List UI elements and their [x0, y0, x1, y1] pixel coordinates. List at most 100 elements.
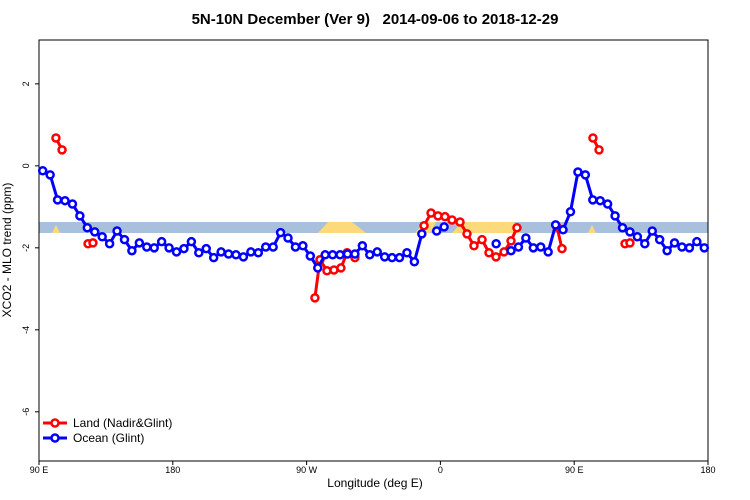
- data-point: [602, 199, 613, 209]
- x-tick-label: 90 E: [30, 465, 49, 475]
- land-patch: [588, 225, 596, 233]
- y-tick-label: -6: [21, 408, 31, 416]
- legend-box: [41, 415, 191, 453]
- data-point: [275, 227, 286, 238]
- data-point: [142, 242, 152, 252]
- y-tick-label: -4: [21, 326, 31, 334]
- legend-label: Ocean (Glint): [73, 431, 144, 445]
- data-point: [320, 250, 330, 260]
- data-point: [647, 226, 657, 236]
- data-point: [60, 195, 70, 206]
- data-point: [521, 233, 531, 243]
- x-axis-label: Longitude (deg E): [327, 476, 422, 490]
- data-point: [543, 247, 553, 257]
- data-point: [179, 243, 189, 254]
- data-point: [417, 229, 427, 239]
- land-patch: [52, 225, 60, 233]
- chart-title: 5N-10N December (Ver 9) 2014-09-06 to 20…: [192, 11, 559, 28]
- data-point: [365, 250, 375, 260]
- data-point: [305, 251, 316, 261]
- x-tick-label: 90 W: [296, 465, 318, 475]
- data-point: [119, 234, 130, 245]
- data-point: [431, 226, 442, 236]
- data-point: [506, 236, 516, 246]
- data-point: [684, 243, 695, 253]
- data-point: [557, 243, 567, 254]
- legend-marker: [50, 433, 60, 443]
- data-point: [662, 245, 672, 256]
- land-patch: [318, 222, 366, 233]
- y-tick-label: 2: [21, 81, 31, 86]
- data-point: [669, 238, 680, 248]
- data-point: [484, 248, 494, 258]
- data-point: [594, 145, 604, 155]
- land-band: [52, 222, 596, 233]
- data-point: [253, 248, 264, 258]
- data-point: [342, 249, 353, 259]
- data-point: [208, 252, 219, 263]
- data-point: [52, 195, 63, 205]
- data-point: [654, 234, 665, 245]
- data-point: [462, 229, 472, 239]
- data-point: [67, 199, 78, 209]
- data-point: [313, 263, 323, 273]
- data-point: [327, 250, 338, 260]
- data-point: [88, 238, 98, 248]
- data-point: [201, 243, 211, 254]
- data-point: [440, 211, 450, 222]
- data-point: [573, 167, 583, 177]
- data-point: [439, 222, 449, 232]
- data-point: [82, 222, 93, 233]
- data-point: [37, 166, 48, 176]
- data-point: [455, 217, 465, 227]
- data-point: [298, 241, 308, 251]
- series-line: [54, 137, 631, 299]
- data-point: [231, 250, 241, 260]
- y-tick-label: 0: [21, 163, 31, 168]
- data-point: [357, 241, 368, 251]
- data-point: [447, 215, 457, 225]
- data-point: [394, 252, 405, 263]
- data-point: [625, 238, 635, 248]
- data-point: [171, 247, 182, 257]
- x-tick-label: 180: [700, 465, 715, 475]
- data-point: [223, 249, 234, 259]
- data-point: [134, 238, 145, 248]
- data-point: [588, 133, 598, 143]
- data-point: [610, 211, 620, 221]
- data-point: [216, 247, 226, 257]
- data-point: [112, 226, 122, 236]
- data-point: [677, 242, 687, 252]
- data-point: [469, 241, 479, 251]
- data-point: [246, 247, 256, 257]
- reference-band: [39, 222, 708, 233]
- data-point: [409, 257, 420, 267]
- data-point: [335, 250, 345, 260]
- data-point: [402, 248, 412, 258]
- data-point: [491, 238, 501, 249]
- data-point: [350, 249, 360, 259]
- data-point: [310, 293, 320, 303]
- data-point: [194, 248, 204, 258]
- data-point: [692, 236, 702, 247]
- data-point: [336, 263, 346, 273]
- data-point: [238, 252, 249, 262]
- x-tick-label: 180: [165, 465, 180, 475]
- data-point: [536, 242, 546, 252]
- x-tick-label: 0: [438, 465, 443, 475]
- x-tick-label: 90 E: [565, 465, 584, 475]
- data-point: [57, 145, 67, 155]
- data-point: [164, 243, 174, 253]
- data-point: [558, 225, 568, 235]
- data-point: [75, 211, 85, 221]
- data-point: [506, 245, 516, 256]
- data-point: [699, 243, 710, 253]
- data-point: [528, 243, 539, 253]
- data-point: [491, 252, 501, 262]
- data-point: [513, 242, 524, 252]
- data-point: [580, 170, 591, 180]
- data-point: [127, 245, 137, 256]
- data-point: [156, 236, 167, 247]
- data-point: [512, 222, 522, 233]
